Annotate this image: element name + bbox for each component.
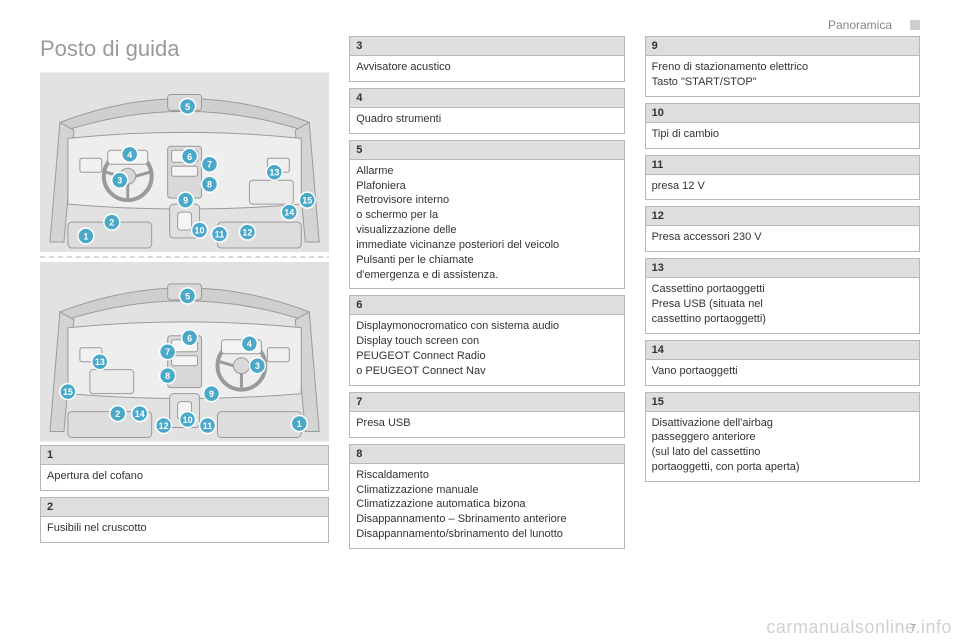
item-block: 9Freno di stazionamento elettricoTasto "…: [645, 36, 920, 97]
svg-text:7: 7: [165, 347, 170, 357]
item-number: 14: [646, 341, 919, 360]
column-middle: 3Avvisatore acustico 4Quadro strumenti 5Al…: [349, 36, 624, 630]
svg-text:10: 10: [195, 226, 205, 236]
dashboard-diagram: 5 4 6 7 3 8 13 9 2 14 15 1 10 11 12 5 6 7 4 13 3 8 9 15 2 14 10 12 1…: [40, 72, 329, 445]
item-body: AllarmePlafonieraRetrovisore internoo sc…: [350, 160, 623, 289]
svg-text:13: 13: [95, 357, 105, 367]
item-block: 3Avvisatore acustico: [349, 36, 624, 82]
svg-text:1: 1: [297, 419, 302, 429]
item-number: 7: [350, 393, 623, 412]
item-number: 2: [41, 498, 328, 517]
item-block: 10Tipi di cambio: [645, 103, 920, 149]
item-block: 7Presa USB: [349, 392, 624, 438]
item-block: 2Fusibili nel cruscotto: [40, 497, 329, 543]
item-body: RiscaldamentoClimatizzazione manualeClim…: [350, 464, 623, 548]
item-body: Avvisatore acustico: [350, 56, 623, 81]
svg-text:6: 6: [187, 152, 192, 162]
item-number: 13: [646, 259, 919, 278]
item-block: 8RiscaldamentoClimatizzazione manualeCli…: [349, 444, 624, 549]
item-number: 1: [41, 446, 328, 465]
left-item-list: 1Apertura del cofano 2Fusibili nel crusco…: [40, 445, 329, 549]
page-title: Posto di guida: [40, 36, 329, 62]
item-block: 5AllarmePlafonieraRetrovisore internoo s…: [349, 140, 624, 290]
item-block: 4Quadro strumenti: [349, 88, 624, 134]
svg-text:9: 9: [183, 196, 188, 206]
item-number: 10: [646, 104, 919, 123]
item-block: 15Disattivazione dell'airbagpasseggero a…: [645, 392, 920, 482]
column-left: Posto di guida 5467381392141511011125674…: [40, 36, 329, 630]
middle-item-list: 3Avvisatore acustico 4Quadro strumenti 5Al…: [349, 36, 624, 555]
svg-text:12: 12: [242, 228, 252, 238]
svg-text:12: 12: [159, 421, 169, 431]
item-body: Displaymonocromatico con sistema audioDi…: [350, 315, 623, 384]
right-item-list: 9Freno di stazionamento elettricoTasto "…: [645, 36, 920, 488]
svg-text:11: 11: [203, 421, 212, 431]
header-bar: Panoramica: [40, 18, 920, 32]
svg-text:4: 4: [247, 339, 252, 349]
item-block: 14Vano portaoggetti: [645, 340, 920, 386]
item-body: Fusibili nel cruscotto: [41, 517, 328, 542]
svg-text:15: 15: [302, 196, 312, 206]
item-body: Cassettino portaoggettiPresa USB (situat…: [646, 278, 919, 333]
svg-text:9: 9: [209, 389, 214, 399]
svg-text:6: 6: [187, 333, 192, 343]
item-block: 13Cassettino portaoggettiPresa USB (situ…: [645, 258, 920, 334]
item-body: Quadro strumenti: [350, 108, 623, 133]
item-block: 11presa 12 V: [645, 155, 920, 201]
item-block: 1Apertura del cofano: [40, 445, 329, 491]
svg-text:8: 8: [207, 180, 212, 190]
dashboard-svg: 5 4 6 7 3 8 13 9 2 14 15 1 10 11 12 5 6 7 4 13 3 8 9 15 2 14 10 12 1…: [40, 72, 329, 442]
svg-text:8: 8: [165, 371, 170, 381]
svg-text:14: 14: [284, 208, 294, 218]
svg-text:5: 5: [185, 102, 190, 112]
item-body: Presa accessori 230 V: [646, 226, 919, 251]
item-number: 6: [350, 296, 623, 315]
item-number: 9: [646, 37, 919, 56]
item-number: 3: [350, 37, 623, 56]
svg-text:13: 13: [269, 168, 279, 178]
item-body: Tipi di cambio: [646, 123, 919, 148]
item-body: presa 12 V: [646, 175, 919, 200]
svg-text:3: 3: [255, 361, 260, 371]
item-number: 8: [350, 445, 623, 464]
section-marker-icon: [910, 20, 920, 30]
item-body: Presa USB: [350, 412, 623, 437]
content-columns: Posto di guida 5467381392141511011125674…: [40, 36, 920, 630]
svg-text:4: 4: [127, 150, 132, 160]
item-block: 12Presa accessori 230 V: [645, 206, 920, 252]
watermark: carmanualsonline.info: [766, 617, 952, 638]
item-body: Freno di stazionamento elettricoTasto "S…: [646, 56, 919, 96]
breadcrumb: Panoramica: [828, 18, 892, 32]
svg-text:5: 5: [185, 291, 190, 301]
item-body: Apertura del cofano: [41, 465, 328, 490]
item-number: 4: [350, 89, 623, 108]
svg-text:2: 2: [115, 409, 120, 419]
item-body: Vano portaoggetti: [646, 360, 919, 385]
item-body: Disattivazione dell'airbagpasseggero ant…: [646, 412, 919, 481]
svg-text:14: 14: [135, 409, 145, 419]
manual-page: Panoramica Posto di guida 54673813921415…: [0, 0, 960, 640]
svg-text:2: 2: [109, 218, 114, 228]
svg-text:1: 1: [83, 232, 88, 242]
item-number: 15: [646, 393, 919, 412]
svg-text:10: 10: [183, 415, 193, 425]
item-number: 5: [350, 141, 623, 160]
svg-text:7: 7: [207, 160, 212, 170]
svg-text:11: 11: [215, 230, 224, 240]
column-right: 9Freno di stazionamento elettricoTasto "…: [645, 36, 920, 630]
svg-text:15: 15: [63, 387, 73, 397]
item-block: 6Displaymonocromatico con sistema audioD…: [349, 295, 624, 385]
item-number: 12: [646, 207, 919, 226]
svg-text:3: 3: [117, 176, 122, 186]
item-number: 11: [646, 156, 919, 175]
